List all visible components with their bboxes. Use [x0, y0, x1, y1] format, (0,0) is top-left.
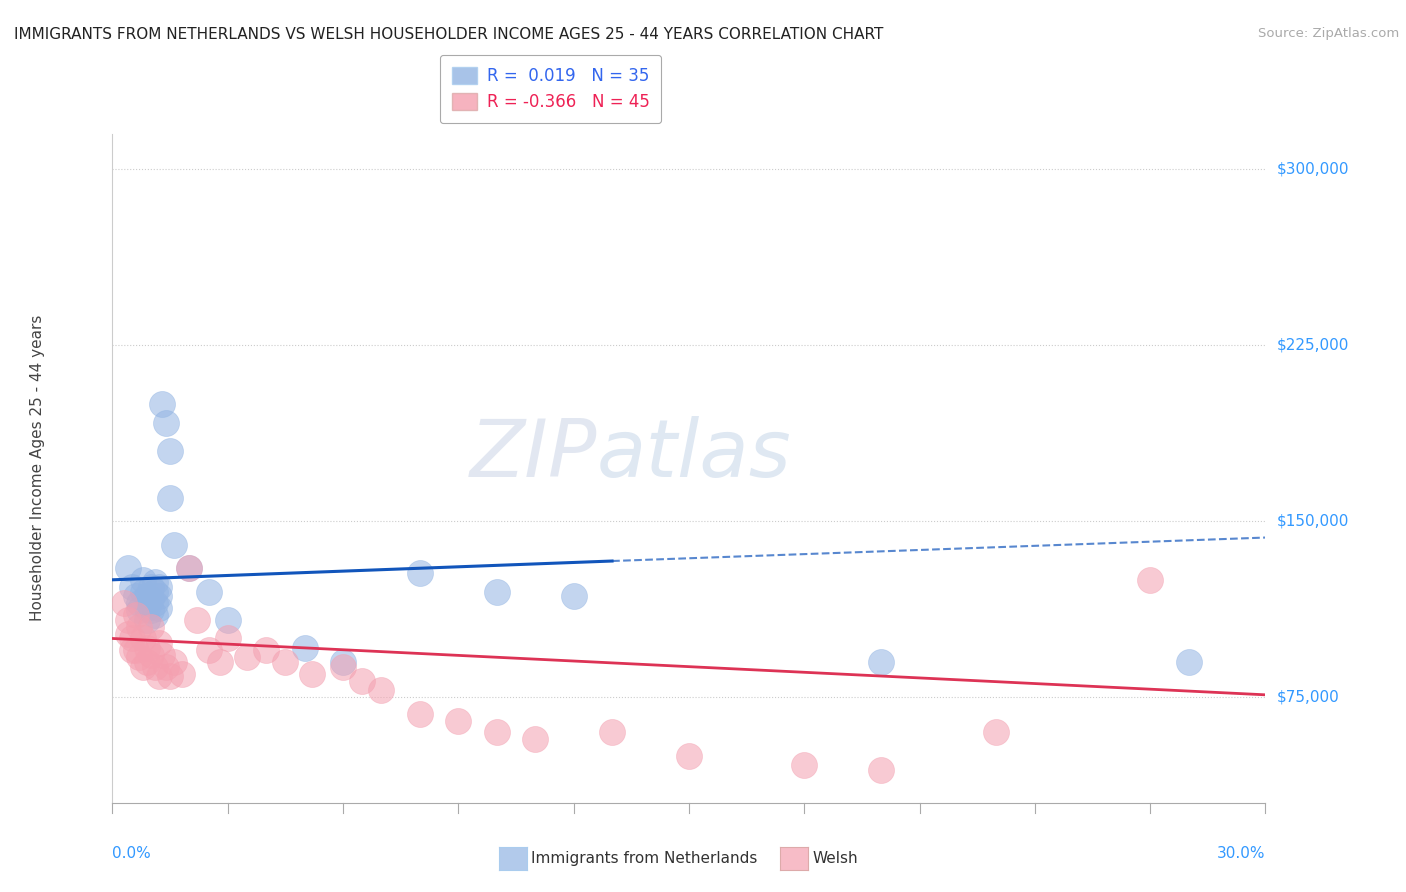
Point: [217, 632, 239, 646]
Point: [274, 655, 297, 669]
Point: [136, 613, 159, 627]
Point: [143, 584, 166, 599]
Point: [209, 655, 232, 669]
Point: [143, 575, 166, 590]
Point: [139, 580, 162, 594]
Legend: R =  0.019   N = 35, R = -0.366   N = 45: R = 0.019 N = 35, R = -0.366 N = 45: [440, 55, 661, 123]
Point: [986, 725, 1008, 739]
Point: [155, 416, 177, 430]
Point: [485, 725, 508, 739]
Point: [294, 640, 316, 655]
Point: [236, 650, 259, 665]
Point: [179, 561, 201, 575]
Point: [117, 627, 139, 641]
Point: [121, 632, 143, 646]
Point: [159, 443, 181, 458]
Point: [524, 732, 547, 747]
Point: [121, 643, 143, 657]
Point: [148, 589, 170, 603]
Point: [332, 655, 354, 669]
Point: [136, 640, 159, 655]
Text: Immigrants from Netherlands: Immigrants from Netherlands: [531, 852, 758, 866]
Point: [600, 725, 623, 739]
Text: atlas: atlas: [596, 416, 792, 494]
Point: [186, 613, 208, 627]
Text: Source: ZipAtlas.com: Source: ZipAtlas.com: [1258, 27, 1399, 40]
Point: [152, 397, 174, 411]
Text: $225,000: $225,000: [1277, 337, 1348, 352]
Point: [152, 648, 174, 662]
Point: [1139, 573, 1161, 587]
Point: [136, 655, 159, 669]
Point: [163, 655, 186, 669]
Point: [143, 596, 166, 610]
Point: [562, 589, 585, 603]
Point: [870, 655, 893, 669]
Text: $300,000: $300,000: [1277, 161, 1348, 177]
Point: [870, 763, 893, 777]
Point: [793, 758, 815, 772]
Point: [148, 601, 170, 615]
Point: [409, 706, 432, 721]
Point: [132, 659, 155, 673]
Point: [132, 632, 155, 646]
Point: [132, 584, 155, 599]
Point: [197, 643, 219, 657]
Text: ZIP: ZIP: [470, 416, 596, 494]
Point: [139, 620, 162, 634]
Point: [197, 584, 219, 599]
Point: [128, 620, 150, 634]
Point: [121, 580, 143, 594]
Point: [370, 683, 392, 698]
Point: [143, 659, 166, 673]
Point: [136, 601, 159, 615]
Point: [409, 566, 432, 580]
Point: [159, 669, 181, 683]
Point: [124, 589, 146, 603]
Point: [254, 643, 277, 657]
Point: [159, 491, 181, 505]
Point: [1177, 655, 1199, 669]
Text: Welsh: Welsh: [813, 852, 858, 866]
Point: [124, 607, 146, 622]
Point: [155, 659, 177, 673]
Point: [148, 580, 170, 594]
Point: [128, 650, 150, 665]
Point: [124, 643, 146, 657]
Text: $150,000: $150,000: [1277, 514, 1348, 529]
Point: [332, 659, 354, 673]
Point: [179, 561, 201, 575]
Text: IMMIGRANTS FROM NETHERLANDS VS WELSH HOUSEHOLDER INCOME AGES 25 - 44 YEARS CORRE: IMMIGRANTS FROM NETHERLANDS VS WELSH HOU…: [14, 27, 883, 42]
Point: [143, 607, 166, 622]
Point: [148, 636, 170, 650]
Point: [128, 596, 150, 610]
Point: [139, 648, 162, 662]
Point: [139, 591, 162, 606]
Point: [170, 666, 193, 681]
Point: [163, 538, 186, 552]
Point: [485, 584, 508, 599]
Point: [117, 561, 139, 575]
Text: $75,000: $75,000: [1277, 690, 1340, 705]
Point: [301, 666, 323, 681]
Point: [117, 613, 139, 627]
Point: [148, 669, 170, 683]
Point: [128, 603, 150, 617]
Point: [112, 596, 135, 610]
Point: [132, 573, 155, 587]
Text: 30.0%: 30.0%: [1218, 847, 1265, 862]
Point: [136, 589, 159, 603]
Point: [447, 714, 470, 728]
Text: 0.0%: 0.0%: [112, 847, 152, 862]
Point: [352, 673, 374, 688]
Text: Householder Income Ages 25 - 44 years: Householder Income Ages 25 - 44 years: [30, 315, 45, 622]
Point: [139, 603, 162, 617]
Point: [217, 613, 239, 627]
Point: [678, 748, 700, 763]
